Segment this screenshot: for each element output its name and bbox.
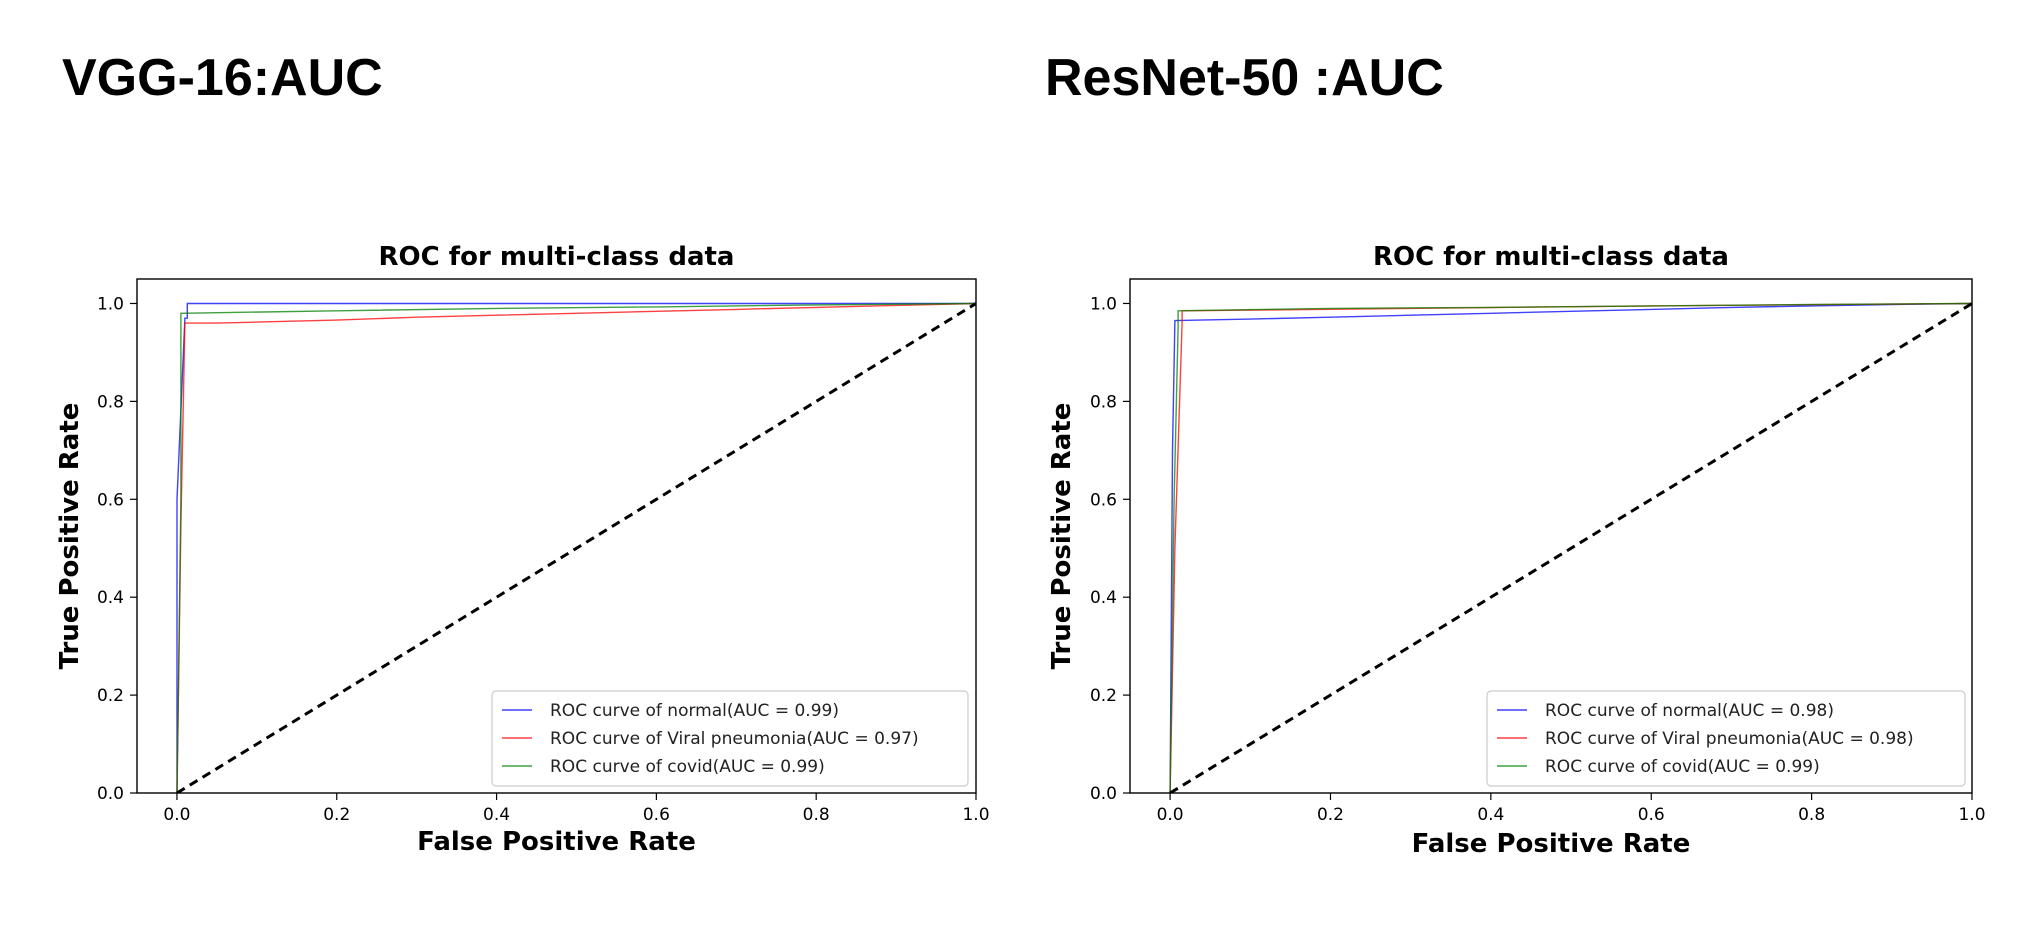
y-tick-label: 0.8 xyxy=(1090,392,1117,412)
y-tick-label: 1.0 xyxy=(1090,294,1117,314)
roc-series-line xyxy=(1169,302,1972,793)
y-tick-label: 1.0 xyxy=(97,294,124,314)
chart-title: ROC for multi-class data xyxy=(379,242,735,272)
x-axis-title: False Positive Rate xyxy=(417,827,696,857)
y-tick-label: 0.2 xyxy=(1090,686,1117,706)
legend-box xyxy=(1486,690,1966,787)
chart-title: ROC for multi-class data xyxy=(1373,242,1729,272)
y-tick-label: 0.6 xyxy=(1090,490,1117,510)
roc-series-line xyxy=(1169,302,1972,793)
x-tick-label: 1.0 xyxy=(962,805,989,825)
y-tick-label: 0.2 xyxy=(97,686,124,706)
plot-frame xyxy=(1129,278,1973,794)
x-axis-title: False Positive Rate xyxy=(1412,829,1691,859)
x-tick-label: 0.6 xyxy=(643,805,670,825)
x-tick-label: 0.6 xyxy=(1638,805,1665,825)
y-axis-title: True Positive Rate xyxy=(1047,403,1077,670)
plot-frame xyxy=(136,278,977,794)
chance-diagonal-line xyxy=(1169,302,1972,793)
y-tick-label: 0.6 xyxy=(97,490,124,510)
legend-entry: ROC curve of normal(AUC = 0.99) xyxy=(550,701,839,721)
roc-series-line xyxy=(176,302,976,793)
resnet50-heading: ResNet-50 :AUC xyxy=(1045,49,1444,107)
y-tick-label: 0.8 xyxy=(97,392,124,412)
legend-entry: ROC curve of covid(AUC = 0.99) xyxy=(1545,757,1820,777)
x-tick-label: 0.0 xyxy=(163,805,190,825)
roc-series-line xyxy=(176,302,976,793)
legend-entry: ROC curve of normal(AUC = 0.98) xyxy=(1545,701,1834,721)
legend-entry: ROC curve of Viral pneumonia(AUC = 0.97) xyxy=(550,729,919,749)
y-tick-label: 0.0 xyxy=(1090,784,1117,804)
x-tick-label: 0.4 xyxy=(1477,805,1504,825)
y-axis-title: True Positive Rate xyxy=(55,403,85,670)
chance-diagonal-line xyxy=(176,302,976,793)
y-tick-label: 0.0 xyxy=(97,784,124,804)
x-tick-label: 1.0 xyxy=(1958,805,1985,825)
y-tick-label: 0.4 xyxy=(1090,588,1117,608)
x-tick-label: 0.8 xyxy=(803,805,830,825)
x-tick-label: 0.4 xyxy=(483,805,510,825)
vgg16-heading: VGG-16:AUC xyxy=(62,49,383,107)
x-tick-label: 0.2 xyxy=(1317,805,1344,825)
x-tick-label: 0.8 xyxy=(1798,805,1825,825)
roc-series-line xyxy=(176,302,976,793)
legend-entry: ROC curve of covid(AUC = 0.99) xyxy=(550,757,825,777)
legend-box xyxy=(491,690,969,787)
legend-entry: ROC curve of Viral pneumonia(AUC = 0.98) xyxy=(1545,729,1914,749)
y-tick-label: 0.4 xyxy=(97,588,124,608)
x-tick-label: 0.2 xyxy=(323,805,350,825)
x-tick-label: 0.0 xyxy=(1157,805,1184,825)
